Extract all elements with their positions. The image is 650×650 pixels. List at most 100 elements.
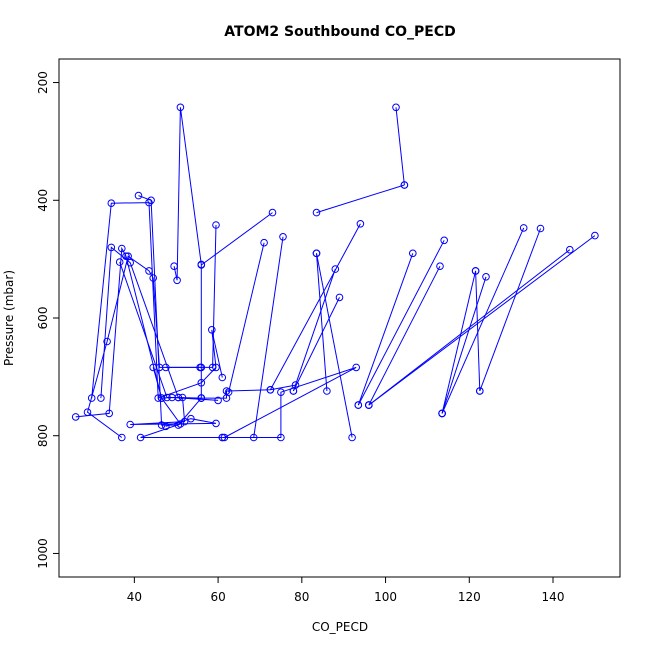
data-point xyxy=(197,261,206,269)
data-point xyxy=(279,233,287,241)
x-tick-label: 40 xyxy=(127,590,142,604)
data-point xyxy=(400,181,409,189)
data-point xyxy=(438,409,446,418)
series-layer xyxy=(71,103,599,442)
data-point xyxy=(134,191,143,200)
data-point xyxy=(208,326,216,334)
series-line xyxy=(316,253,328,392)
series-line xyxy=(395,107,405,186)
data-point xyxy=(591,231,599,240)
data-point xyxy=(354,401,363,409)
data-point xyxy=(356,220,365,228)
x-tick-label: 140 xyxy=(542,590,565,604)
series-line xyxy=(173,107,202,399)
data-point xyxy=(124,252,132,261)
data-point xyxy=(440,236,449,245)
series-13 xyxy=(249,233,287,442)
data-point xyxy=(249,433,258,442)
data-point xyxy=(154,394,162,402)
y-tick-label: 200 xyxy=(36,71,50,94)
y-axis: 200 400 600 800 1000 xyxy=(36,71,59,569)
y-tick-label: 400 xyxy=(36,189,50,212)
x-tick-label: 60 xyxy=(210,590,225,604)
series-30 xyxy=(365,231,599,409)
data-point xyxy=(392,103,400,112)
data-point xyxy=(118,433,126,442)
data-point xyxy=(157,421,166,429)
data-point xyxy=(176,103,185,112)
series-line xyxy=(368,249,571,406)
series-4 xyxy=(87,198,227,402)
series-line xyxy=(357,240,445,406)
series-line xyxy=(253,236,284,438)
data-point xyxy=(197,394,206,402)
data-point xyxy=(187,414,195,423)
data-point xyxy=(174,393,183,402)
data-point xyxy=(147,196,155,205)
data-point xyxy=(115,258,124,266)
series-20 xyxy=(392,103,409,189)
data-point xyxy=(208,363,217,372)
series-line xyxy=(165,224,217,368)
data-point xyxy=(105,409,113,418)
series-line xyxy=(368,265,441,406)
data-point xyxy=(170,262,178,271)
series-line xyxy=(475,270,481,392)
y-tick-label: 800 xyxy=(36,424,50,447)
series-line xyxy=(269,223,361,391)
x-tick-label: 80 xyxy=(294,590,309,604)
data-point xyxy=(519,224,528,232)
series-line xyxy=(292,268,336,392)
data-point xyxy=(277,433,285,442)
series-line xyxy=(292,297,340,392)
data-point xyxy=(178,393,187,402)
series-line xyxy=(368,235,596,406)
x-tick-label: 120 xyxy=(458,590,481,604)
series-14 xyxy=(312,181,409,217)
series-8 xyxy=(170,103,206,402)
data-point xyxy=(173,276,181,285)
data-point xyxy=(126,258,134,267)
series-line xyxy=(138,195,202,426)
data-point xyxy=(220,433,229,442)
series-26 xyxy=(471,267,484,395)
data-point xyxy=(566,245,574,254)
series-line xyxy=(357,253,414,406)
series-12 xyxy=(218,363,361,442)
data-point xyxy=(277,388,285,397)
data-point xyxy=(212,419,220,428)
data-point xyxy=(214,396,222,405)
series-line xyxy=(119,261,296,399)
data-point xyxy=(218,373,227,382)
data-point xyxy=(335,293,344,302)
data-point xyxy=(174,421,183,429)
data-point xyxy=(476,387,484,395)
series-line xyxy=(91,202,223,399)
y-tick-label: 600 xyxy=(36,307,50,330)
series-19 xyxy=(266,220,365,394)
series-16 xyxy=(312,249,331,395)
series-line xyxy=(441,276,487,414)
series-23 xyxy=(354,236,449,409)
series-line xyxy=(316,253,353,438)
data-point xyxy=(136,433,145,442)
series-line xyxy=(441,270,477,414)
series-25 xyxy=(438,267,480,418)
data-point xyxy=(312,208,321,217)
data-point xyxy=(289,387,298,395)
data-point xyxy=(163,393,171,402)
data-point xyxy=(482,273,490,281)
data-point xyxy=(365,401,373,409)
x-axis-label: CO_PECD xyxy=(312,620,368,634)
series-line xyxy=(228,242,265,393)
data-point xyxy=(471,267,480,275)
data-point xyxy=(87,394,96,402)
data-point xyxy=(224,388,233,397)
x-axis: 40 60 80 100 120 140 xyxy=(127,577,565,604)
series-line xyxy=(441,227,525,414)
data-point xyxy=(348,433,356,442)
chart-title: ATOM2 Southbound CO_PECD xyxy=(224,24,455,40)
data-point xyxy=(268,208,277,217)
series-15 xyxy=(312,249,356,442)
series-28 xyxy=(476,224,545,395)
